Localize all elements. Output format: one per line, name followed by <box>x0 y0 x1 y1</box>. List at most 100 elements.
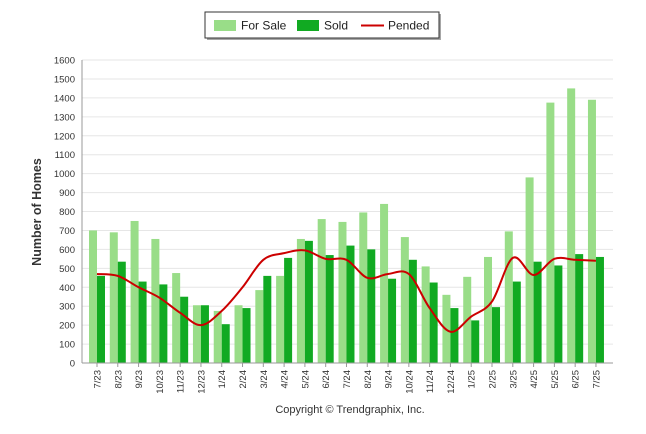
bar-sold <box>200 305 209 363</box>
y-tick-label: 300 <box>59 302 75 313</box>
bar-sold <box>346 245 355 363</box>
x-tick-label: 7/25 <box>591 370 602 389</box>
bar-sold <box>117 261 126 363</box>
x-tick-label: 11/23 <box>176 370 187 393</box>
x-tick-label: 10/23 <box>155 370 166 394</box>
y-tick-label: 800 <box>59 207 75 218</box>
bar-sold <box>512 281 521 363</box>
x-tick-label: 7/24 <box>342 370 353 389</box>
x-axis-ticks: 7/23 8/23 9/23 10/23 11/23 12/23 1/24 2/24 3/24 4… <box>93 363 602 394</box>
bar-for-sale <box>276 275 285 363</box>
bar-sold <box>138 281 147 363</box>
bar-sold <box>554 265 563 363</box>
bar-sold <box>325 255 334 363</box>
bar-sold <box>97 275 105 363</box>
bar-for-sale <box>525 177 534 363</box>
x-tick-label: 8/23 <box>113 370 124 389</box>
x-tick-label: 4/25 <box>529 370 540 389</box>
bar-for-sale <box>89 230 97 363</box>
legend-label-sold: Sold <box>324 19 348 33</box>
y-tick-label: 1200 <box>54 131 75 142</box>
x-tick-label: 2/24 <box>238 370 249 389</box>
x-tick-label: 2/25 <box>488 370 499 389</box>
x-tick-label: 9/24 <box>384 370 395 389</box>
y-tick-label: 100 <box>59 340 75 351</box>
x-tick-label: 7/23 <box>93 370 104 389</box>
bar-for-sale <box>296 238 305 363</box>
bar-sold <box>221 324 230 363</box>
bar-sold <box>492 307 501 363</box>
bar-sold <box>284 257 293 363</box>
copyright-note: Copyright © Trendgraphix, Inc. <box>275 404 424 416</box>
y-tick-label: 200 <box>59 321 75 332</box>
bar-sold <box>242 308 251 363</box>
y-tick-label: 1300 <box>54 112 75 123</box>
bar-for-sale <box>172 273 181 363</box>
y-tick-label: 1600 <box>54 56 75 67</box>
bar-for-sale <box>234 305 243 363</box>
y-tick-label: 1400 <box>54 93 75 104</box>
y-axis-label: Number of Homes <box>30 158 44 266</box>
x-tick-label: 12/24 <box>446 370 457 394</box>
bar-for-sale <box>130 220 139 363</box>
x-tick-label: 12/23 <box>196 370 207 394</box>
y-tick-label: 1500 <box>54 74 75 85</box>
y-tick-label: 900 <box>59 188 75 199</box>
bar-for-sale <box>109 232 118 363</box>
legend-label-for-sale: For Sale <box>241 19 287 33</box>
x-tick-label: 6/24 <box>321 370 332 389</box>
bar-sold <box>429 282 438 363</box>
bar-for-sale <box>546 102 555 363</box>
bar-sold <box>388 278 397 363</box>
bar-for-sale <box>380 203 389 363</box>
x-tick-label: 8/24 <box>363 370 374 389</box>
bar-sold <box>575 254 584 363</box>
y-tick-label: 500 <box>59 264 75 275</box>
y-axis-ticks: 0 100 200 300 400 500 600 700 800 900 1000 1100 1200… <box>54 56 75 370</box>
x-tick-label: 1/25 <box>467 370 478 389</box>
bar-sold <box>367 249 376 363</box>
bar-sold <box>595 256 604 363</box>
pended-line <box>96 249 597 333</box>
legend-swatch-sold <box>297 20 319 31</box>
bar-for-sale <box>587 99 596 364</box>
bar-for-sale <box>338 221 347 363</box>
x-tick-label: 1/24 <box>217 370 228 389</box>
bar-for-sale <box>255 290 264 363</box>
bar-for-sale <box>567 88 576 363</box>
y-tick-label: 700 <box>59 226 75 237</box>
y-tick-label: 600 <box>59 245 75 256</box>
y-tick-label: 400 <box>59 283 75 294</box>
bar-sold <box>450 308 459 363</box>
y-tick-label: 0 <box>70 359 75 370</box>
x-tick-label: 3/25 <box>508 370 519 389</box>
bar-for-sale <box>317 219 326 363</box>
y-tick-label: 1100 <box>55 150 75 161</box>
bar-for-sale <box>504 231 513 363</box>
legend: For Sale Sold Pended <box>204 11 441 40</box>
x-tick-label: 3/24 <box>259 370 270 389</box>
legend-label-pended: Pended <box>388 19 429 33</box>
x-tick-label: 5/24 <box>300 370 311 389</box>
bar-for-sale <box>151 238 160 363</box>
bar-sold <box>408 259 417 363</box>
bar-sold <box>159 284 168 363</box>
bar-sold <box>533 261 542 363</box>
x-tick-label: 11/24 <box>425 370 436 393</box>
bar-sold <box>180 296 189 363</box>
bars <box>89 88 604 364</box>
bar-for-sale <box>484 256 493 363</box>
axes <box>81 60 613 364</box>
legend-box <box>204 11 440 39</box>
bar-sold <box>304 240 313 363</box>
x-tick-label: 10/24 <box>404 370 415 394</box>
bar-for-sale <box>421 266 430 363</box>
bar-for-sale <box>192 305 201 363</box>
x-tick-label: 6/25 <box>571 370 582 389</box>
x-tick-label: 9/23 <box>134 370 145 389</box>
bar-for-sale <box>213 310 222 363</box>
x-tick-label: 5/25 <box>550 370 561 389</box>
bar-for-sale <box>400 237 409 363</box>
bar-for-sale <box>359 212 368 363</box>
